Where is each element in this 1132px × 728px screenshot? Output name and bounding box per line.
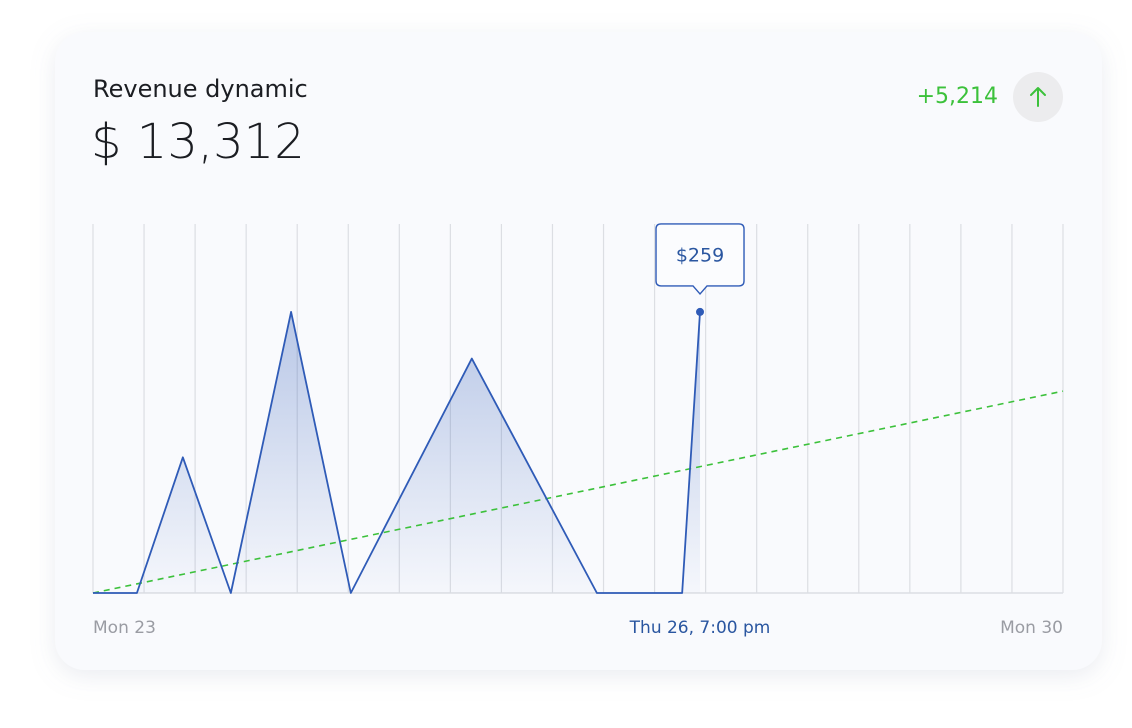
line [93,311,701,594]
up-arrow [1030,87,1046,107]
point [696,307,705,316]
trend-button[interactable] [1013,72,1063,122]
x-tick-label: Mon 23 [93,618,156,638]
card-title: Revenue dynamic [93,75,308,103]
tooltip-box [655,223,745,295]
tooltip-label: $259 [676,244,724,266]
total-value: $ 13,312 [91,114,305,170]
change-value: +5,214 [917,84,998,109]
area-fill [93,311,701,593]
x-tick-label: Thu 26, 7:00 pm [629,618,771,638]
trend-line [92,390,1064,594]
plot: Mon 23 Thu 26, 7:00 pm Mon 30 $259 [92,223,1064,638]
x-tick-label: Mon 30 [1000,618,1063,638]
